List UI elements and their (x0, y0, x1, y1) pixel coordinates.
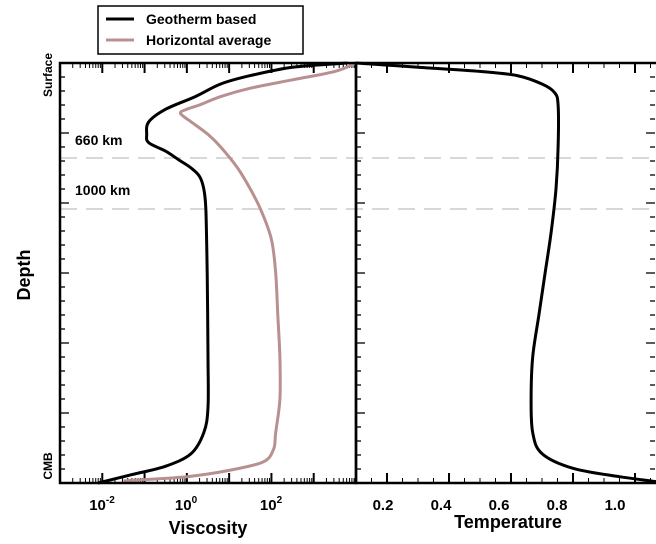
annotation-660km: 660 km (75, 132, 122, 148)
temperature-axis-ticks (356, 63, 655, 483)
x-tick-label: 0.8 (547, 497, 568, 514)
legend-label-geotherm: Geotherm based (146, 11, 256, 27)
x-axis-title-viscosity: Viscosity (169, 518, 248, 538)
x-tick-label: 0.6 (489, 497, 510, 514)
x-axis-title-temperature: Temperature (454, 512, 562, 532)
y-axis-title: Depth (14, 250, 34, 301)
x-tick-label: 100 (175, 495, 198, 514)
x-tick-label: 0.4 (431, 497, 453, 514)
temperature-tick-labels: 0.2 0.4 0.6 0.8 1.0 (373, 497, 626, 514)
viscosity-tick-labels: 10-2 100 102 (89, 495, 282, 514)
x-tick-label: 1.0 (605, 497, 626, 514)
legend-label-horizontal-average: Horizontal average (146, 32, 271, 48)
series-line-geotherm-viscosity (97, 61, 348, 485)
legend-frame (97, 5, 304, 55)
series-line-horizontal-average-viscosity (123, 61, 357, 483)
depth-label-surface: Surface (41, 53, 55, 97)
temperature-panel-frame (354, 61, 656, 485)
legend: Geotherm based Horizontal average (97, 5, 304, 55)
x-tick-label: 10-2 (89, 495, 115, 514)
x-tick-label: 0.2 (373, 497, 394, 514)
x-tick-label: 102 (260, 495, 283, 514)
depth-label-cmb: CMB (41, 452, 55, 480)
annotation-1000km: 1000 km (75, 182, 130, 198)
series-line-geotherm-temperature (355, 61, 656, 484)
